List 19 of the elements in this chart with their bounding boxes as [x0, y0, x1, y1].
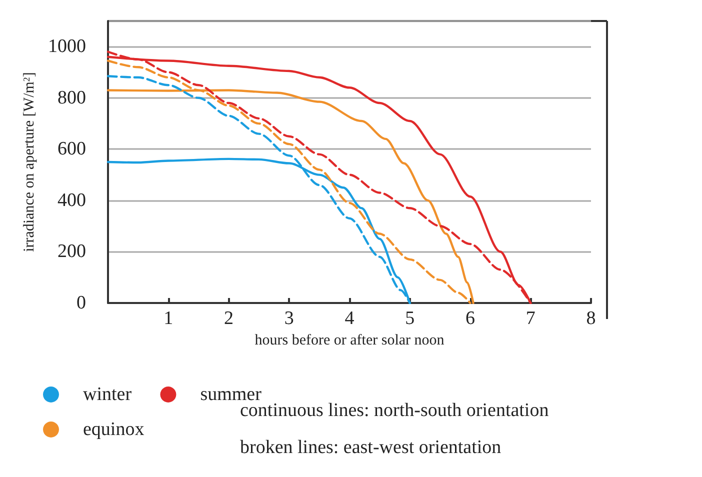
x-tick-label: 5	[405, 308, 415, 329]
y-tick-label: 1000	[48, 36, 86, 58]
y-tick-label: 800	[58, 87, 86, 108]
x-tick-label: 1	[164, 308, 174, 329]
y-tick-label: 0	[76, 292, 86, 314]
x-tick-label: 8	[586, 308, 596, 329]
y-tick-label: 200	[58, 241, 86, 262]
y-axis-title: irradiance on aperture [W/m2]	[22, 72, 38, 252]
legend-label: equinox	[83, 419, 145, 440]
x-tick-label: 2	[224, 308, 234, 329]
x-axis-title: hours before or after solar noon	[254, 332, 445, 348]
y-tick-label: 600	[58, 138, 86, 160]
text: broken lines: east-west orientation	[240, 437, 502, 458]
x-tick-label: 4	[344, 308, 355, 329]
y-tick-label: 400	[58, 190, 86, 211]
x-tick-label: 7	[526, 308, 536, 329]
x-tick-label: 6	[466, 308, 475, 329]
x-tick-label: 3	[284, 308, 294, 329]
legend-label: winter	[83, 384, 132, 405]
